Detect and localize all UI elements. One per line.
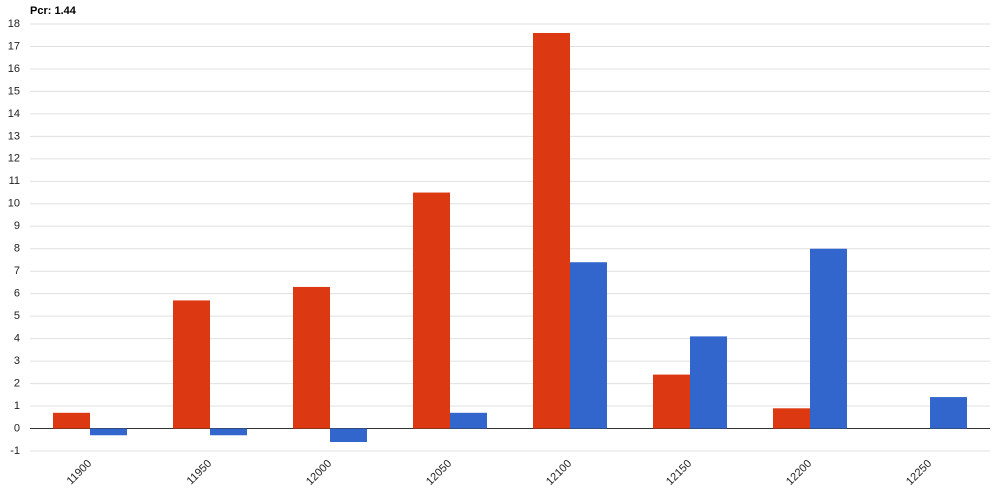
y-tick-label: 15 xyxy=(8,85,20,97)
y-tick-label: 5 xyxy=(14,310,20,322)
x-tick-label: 12200 xyxy=(784,458,814,488)
x-tick-label: 12150 xyxy=(664,458,694,488)
bar xyxy=(533,32,570,429)
y-tick-label: 4 xyxy=(14,333,20,345)
y-tick-label: 2 xyxy=(14,377,20,389)
bar xyxy=(930,397,967,429)
bar xyxy=(450,412,487,429)
y-tick-label: 1 xyxy=(14,400,20,412)
bar xyxy=(173,300,210,429)
y-tick-label: 11 xyxy=(9,175,20,187)
y-tick-label: 6 xyxy=(14,288,20,300)
y-tick-label: 0 xyxy=(14,422,20,434)
y-tick-label: 3 xyxy=(14,355,20,367)
y-tick-label: 12 xyxy=(8,153,20,165)
y-tick-label: 14 xyxy=(8,108,20,120)
bar xyxy=(90,428,127,436)
bar xyxy=(810,248,847,429)
y-tick-label: 9 xyxy=(14,220,20,232)
y-tick-label: 13 xyxy=(8,130,20,142)
chart-title: Pcr: 1.44 xyxy=(30,5,77,17)
y-tick-label: 7 xyxy=(14,265,20,277)
bar xyxy=(773,408,810,429)
y-tick-label: -1 xyxy=(10,445,20,457)
bar xyxy=(413,192,450,429)
y-tick-label: 10 xyxy=(8,198,20,210)
y-tick-label: 8 xyxy=(14,243,20,255)
x-tick-label: 12250 xyxy=(904,458,934,488)
bar xyxy=(293,286,330,429)
x-tick-label: 12050 xyxy=(424,458,454,488)
bar xyxy=(53,412,90,429)
bar xyxy=(653,374,690,429)
bar xyxy=(690,336,727,429)
y-tick-label: 17 xyxy=(8,40,20,52)
bar xyxy=(330,428,367,443)
x-tick-label: 12100 xyxy=(544,458,574,488)
x-tick-label: 11950 xyxy=(185,458,215,488)
bar xyxy=(570,262,607,429)
x-tick-label: 11900 xyxy=(65,458,95,488)
x-tick-label: 12000 xyxy=(304,458,334,488)
y-tick-label: 16 xyxy=(8,63,20,75)
bar xyxy=(210,428,247,436)
y-tick-label: 18 xyxy=(8,18,20,30)
